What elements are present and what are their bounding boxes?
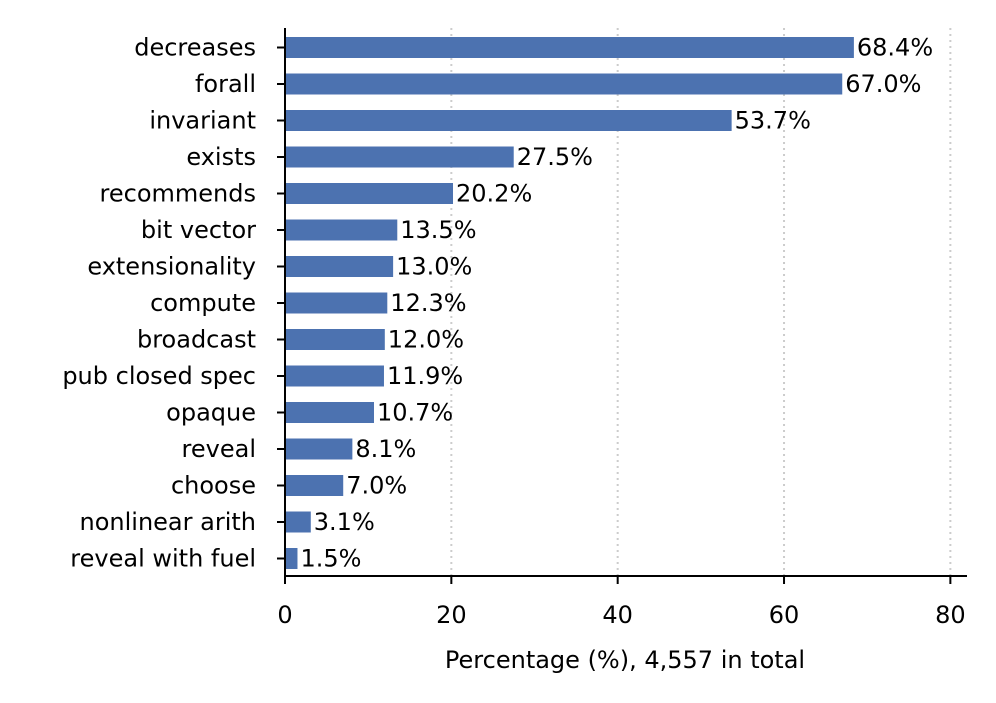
bar-value-label: 53.7% (735, 107, 811, 135)
bar (285, 329, 385, 350)
data-labels: 68.4% 67.0% 53.7% 27.5% 20.2% 13.5% 13.0% 12.3%… (300, 34, 933, 573)
category-label: reveal with fuel (70, 545, 256, 573)
bar-value-label: 3.1% (314, 508, 375, 536)
category-label: decreases (134, 34, 256, 62)
bar (285, 146, 514, 168)
category-label: recommends (100, 180, 256, 208)
bar-value-label: 12.0% (388, 326, 464, 354)
x-tick-label: 20 (436, 601, 467, 629)
bar (285, 256, 394, 277)
bar (285, 548, 298, 569)
category-label: nonlinear arith (80, 508, 256, 536)
bar (285, 183, 454, 204)
category-label: extensionality (87, 253, 256, 281)
bar (285, 73, 843, 95)
bar-value-label: 11.9% (387, 362, 463, 390)
x-axis-label: Percentage (%), 4,557 in total (445, 646, 805, 674)
bar-value-label: 67.0% (845, 70, 921, 98)
bar-value-label: 68.4% (857, 34, 933, 62)
category-label: broadcast (137, 326, 256, 354)
bars (285, 37, 854, 569)
x-tick-label: 40 (602, 601, 633, 629)
bar (285, 438, 353, 460)
bar (285, 511, 311, 533)
bar (285, 219, 398, 241)
bar-value-label: 1.5% (300, 545, 361, 573)
x-tick-label: 60 (769, 601, 800, 629)
x-tick-label: 80 (935, 601, 966, 629)
bar (285, 402, 374, 423)
bar-value-label: 12.3% (390, 289, 466, 317)
bar-value-label: 20.2% (456, 180, 532, 208)
bar-value-label: 8.1% (355, 435, 416, 463)
bar (285, 37, 854, 58)
bar (285, 365, 384, 387)
category-label: opaque (166, 399, 256, 427)
bar-value-label: 27.5% (517, 143, 593, 171)
bar-value-label: 7.0% (346, 472, 407, 500)
bar-value-label: 13.0% (396, 253, 472, 281)
category-label: choose (171, 472, 256, 500)
bar-value-label: 10.7% (377, 399, 453, 427)
x-tick-label: 0 (277, 601, 292, 629)
bar (285, 110, 732, 131)
category-label: invariant (149, 107, 256, 135)
x-ticks: 0 20 40 60 80 (277, 576, 966, 629)
category-label: reveal (182, 435, 256, 463)
bar (285, 292, 388, 314)
category-label: exists (186, 143, 256, 171)
category-label: forall (195, 70, 256, 98)
bar (285, 475, 344, 496)
category-label: bit vector (141, 216, 256, 244)
bar-value-label: 13.5% (400, 216, 476, 244)
category-label: compute (150, 289, 256, 317)
category-label: pub closed spec (62, 362, 256, 390)
category-labels: decreases forall invariant exists recommends… (62, 34, 285, 573)
